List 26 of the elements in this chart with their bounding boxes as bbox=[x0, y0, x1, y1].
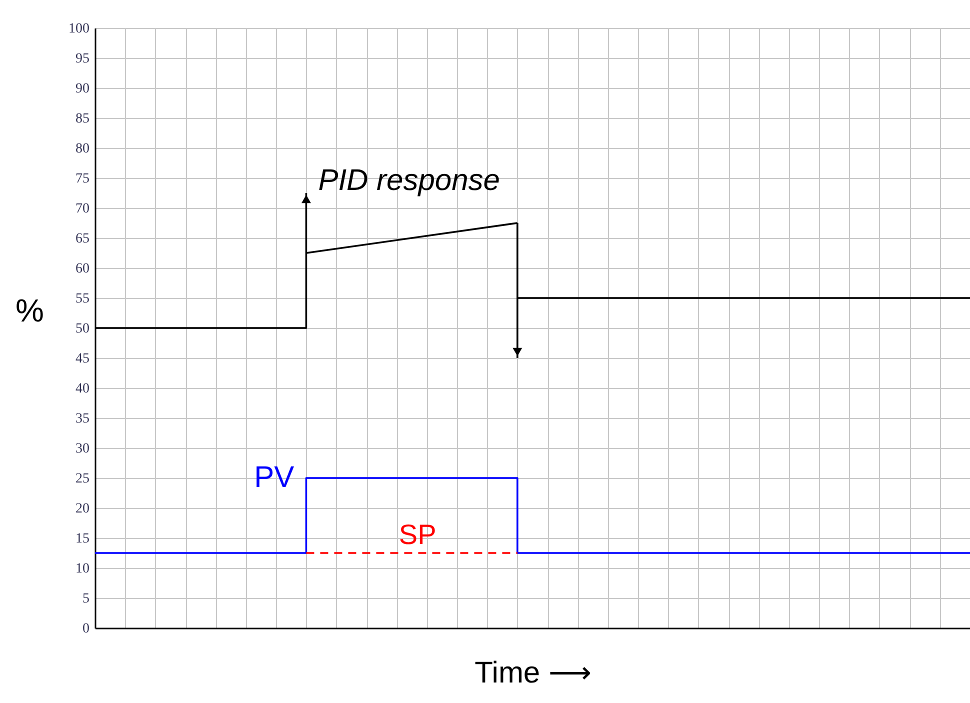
y-tick-label: 15 bbox=[76, 532, 90, 546]
y-axis-title: % bbox=[16, 292, 44, 328]
y-tick-label: 35 bbox=[76, 412, 90, 426]
y-tick-label: 50 bbox=[76, 322, 90, 336]
y-tick-label: 90 bbox=[76, 82, 90, 96]
annotation: PID response bbox=[318, 164, 500, 197]
y-tick-label: 30 bbox=[76, 442, 90, 456]
y-tick-label: 5 bbox=[82, 592, 90, 606]
y-tick-label: 85 bbox=[76, 112, 90, 126]
y-tick-label: 70 bbox=[76, 202, 90, 216]
series-label: SP bbox=[398, 519, 436, 550]
y-tick-label: 0 bbox=[82, 622, 90, 636]
y-tick-label: 45 bbox=[76, 352, 90, 366]
series-label: PV bbox=[254, 461, 294, 494]
x-axis-title: Time ⟶ bbox=[474, 656, 592, 690]
y-tick-label: 25 bbox=[76, 472, 90, 486]
y-tick-label: 10 bbox=[76, 562, 90, 576]
y-tick-label: 60 bbox=[76, 262, 90, 276]
y-tick-label: 65 bbox=[76, 232, 90, 246]
y-tick-label: 20 bbox=[76, 502, 90, 516]
y-tick-label: 100 bbox=[68, 22, 90, 36]
y-tick-label: 80 bbox=[76, 142, 90, 156]
y-tick-label: 75 bbox=[76, 172, 90, 186]
y-tick-label: 95 bbox=[76, 52, 90, 66]
y-tick-label: 55 bbox=[76, 292, 90, 306]
y-tick-label: 40 bbox=[76, 382, 90, 396]
